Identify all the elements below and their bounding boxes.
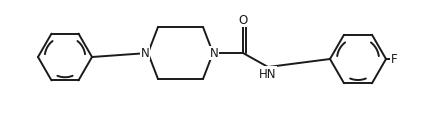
Text: N: N: [210, 47, 218, 60]
Text: N: N: [141, 47, 149, 60]
Text: F: F: [391, 53, 398, 66]
Text: O: O: [239, 14, 248, 27]
Text: HN: HN: [259, 67, 277, 80]
